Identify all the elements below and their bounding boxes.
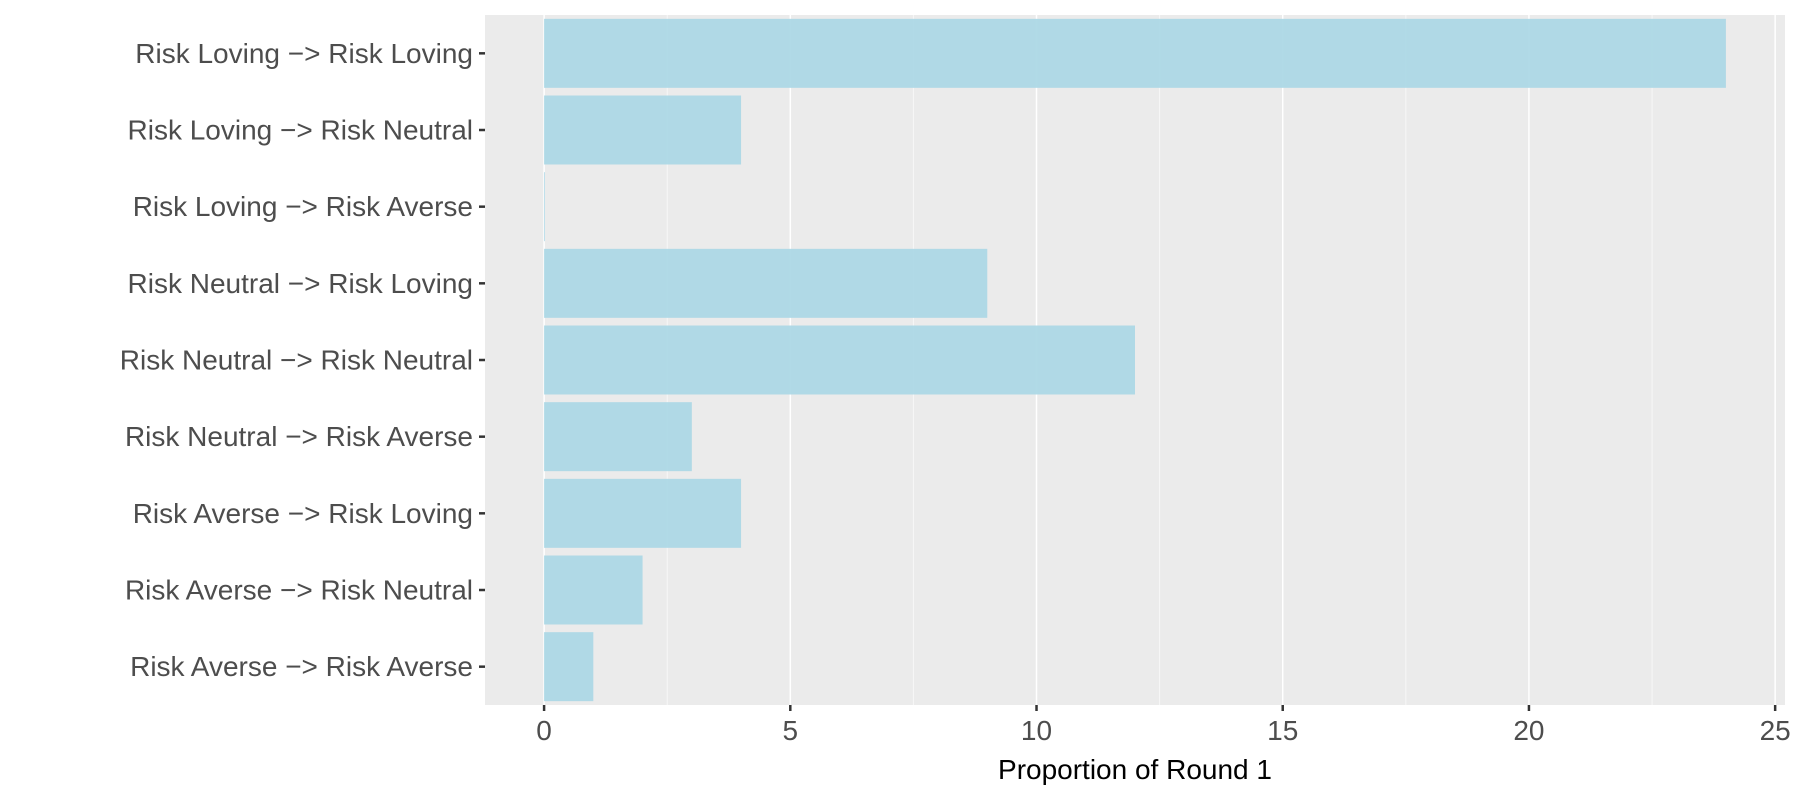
y-tick-label: Risk Neutral −> Risk Loving (128, 268, 473, 299)
y-tick-label: Risk Loving −> Risk Neutral (128, 115, 473, 146)
y-tick-label: Risk Neutral −> Risk Neutral (120, 345, 473, 376)
y-tick-label: Risk Loving −> Risk Averse (133, 191, 473, 222)
y-tick-label: Risk Neutral −> Risk Averse (125, 421, 473, 452)
bar (544, 18, 1726, 88)
bar (544, 248, 988, 318)
x-tick-label: 25 (1760, 715, 1791, 746)
x-axis-title: Proportion of Round 1 (998, 754, 1272, 785)
y-tick-label: Risk Averse −> Risk Loving (133, 498, 473, 529)
bar (544, 325, 1135, 395)
y-axis: Risk Loving −> Risk Loving Risk Loving −>… (120, 38, 485, 682)
x-tick-label: 0 (536, 715, 552, 746)
x-tick-label: 15 (1267, 715, 1298, 746)
y-tick-label: Risk Loving −> Risk Loving (135, 38, 473, 69)
x-axis: 0 5 10 15 20 25 (536, 705, 1791, 746)
bar (544, 632, 594, 702)
bar (544, 402, 692, 472)
x-tick-label: 10 (1021, 715, 1052, 746)
bar (544, 172, 545, 242)
bar (544, 478, 742, 548)
x-tick-label: 5 (783, 715, 799, 746)
bar (544, 95, 742, 165)
y-tick-label: Risk Averse −> Risk Neutral (125, 575, 473, 606)
y-tick-label: Risk Averse −> Risk Averse (130, 651, 473, 682)
bars (544, 18, 1726, 702)
x-tick-label: 20 (1513, 715, 1544, 746)
bar (544, 555, 643, 625)
